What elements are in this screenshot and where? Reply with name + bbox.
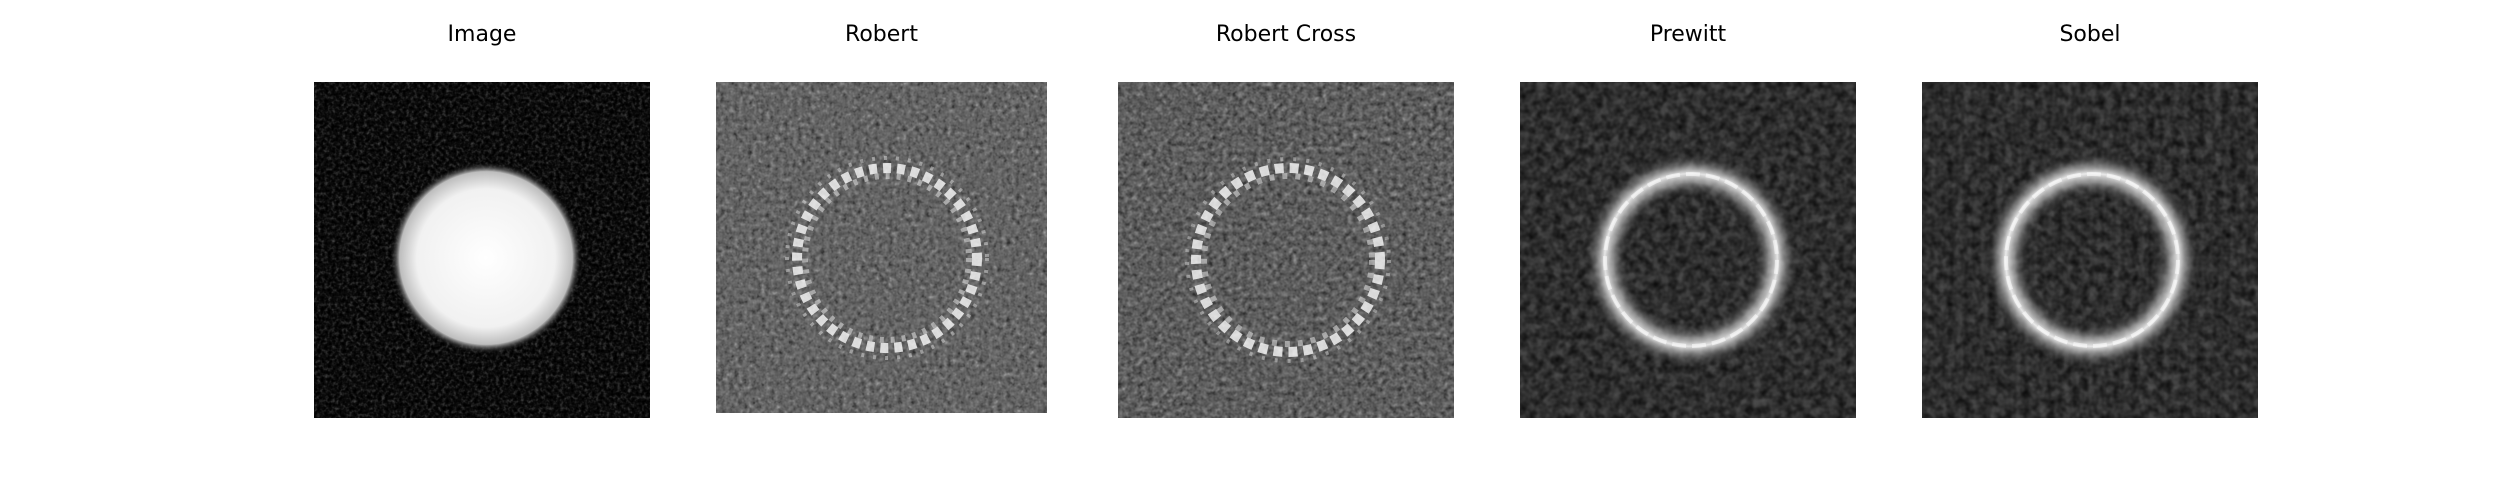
panel-title: Sobel (2059, 22, 2121, 47)
panel-prewitt: Prewitt (1520, 0, 1856, 430)
robert-inner-ring (802, 173, 972, 343)
sobel-ring-glow (1984, 152, 2200, 368)
panel-image: Image (314, 0, 650, 430)
robert-cross-outer-ring (1185, 157, 1391, 363)
panel-robert: Robert (716, 0, 1047, 430)
robert-cross-inner-ring (1201, 173, 1375, 347)
prewitt-ring-detail (1603, 172, 1779, 348)
blob-shape (390, 162, 582, 354)
robert-cross-edge-image (1118, 82, 1454, 418)
robert-edge-image (716, 82, 1047, 413)
original-image (314, 82, 650, 418)
panel-title: Image (447, 22, 517, 47)
robert-cross-edge-ring (1191, 163, 1385, 357)
robert-cross-edge-canvas (1118, 82, 1454, 418)
robert-outer-ring (785, 156, 989, 360)
original-image-canvas (314, 82, 650, 418)
robert-edge-canvas (716, 82, 1047, 413)
prewitt-edge-image (1520, 82, 1856, 418)
panel-sobel: Sobel (1922, 0, 2258, 430)
panel-robert-cross: Robert Cross (1118, 0, 1454, 430)
panel-title: Robert Cross (1215, 22, 1357, 47)
sobel-edge-image (1922, 82, 2258, 418)
prewitt-ring-glow (1583, 152, 1799, 368)
robert-edge-ring (792, 163, 982, 353)
panel-title: Robert (845, 22, 918, 47)
sobel-edge-canvas (1922, 82, 2258, 418)
sobel-ring-detail (2004, 172, 2180, 348)
panel-title: Prewitt (1649, 22, 1727, 47)
prewitt-edge-canvas (1520, 82, 1856, 418)
